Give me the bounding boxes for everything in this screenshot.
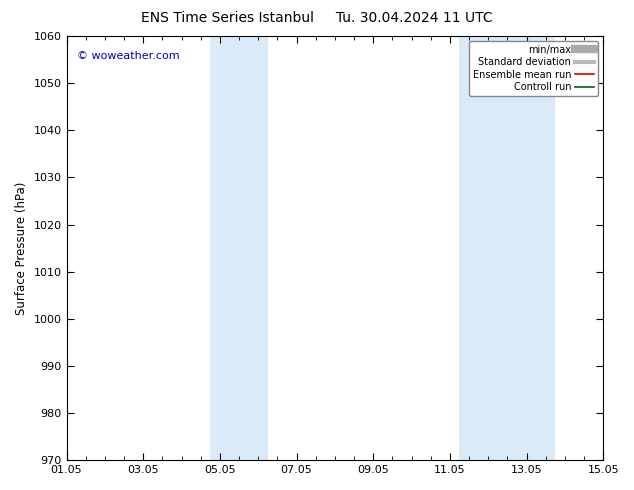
Legend: min/max, Standard deviation, Ensemble mean run, Controll run: min/max, Standard deviation, Ensemble me…	[469, 41, 598, 96]
Bar	[239, 36, 268, 460]
Y-axis label: Surface Pressure (hPa): Surface Pressure (hPa)	[15, 181, 28, 315]
Bar	[460, 36, 488, 460]
Bar	[210, 36, 239, 460]
Bar	[488, 36, 555, 460]
Text: ENS Time Series Istanbul     Tu. 30.04.2024 11 UTC: ENS Time Series Istanbul Tu. 30.04.2024 …	[141, 11, 493, 25]
Text: © woweather.com: © woweather.com	[77, 51, 180, 61]
